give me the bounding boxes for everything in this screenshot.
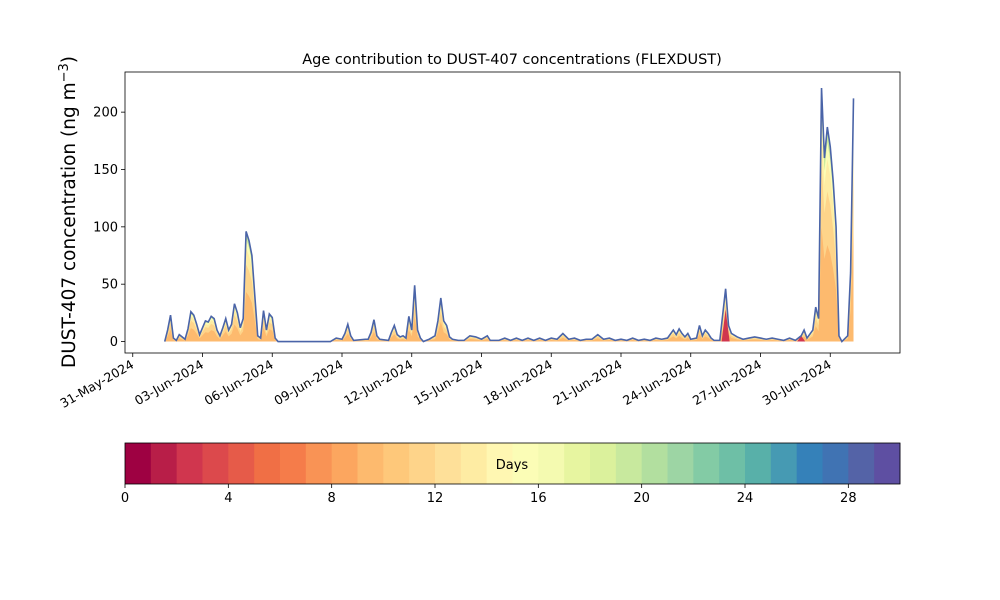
y-axis-label-close: ) [59,56,80,63]
x-tick-label: 03-Jun-2024 [132,357,206,408]
colorbar-bin [202,443,229,484]
colorbar-bin [254,443,281,484]
y-tick-label: 50 [101,278,118,293]
y-axis-label-exponent: −3 [57,63,72,82]
colorbar-bin [848,443,875,484]
colorbar-bin [822,443,849,484]
colorbar-ticks: 0 4 8 12 16 20 24 28 [121,484,857,506]
age-area-level-3 [164,164,854,342]
age-area-level-4 [164,227,854,342]
x-tick-label: 18-Jun-2024 [481,357,555,408]
y-tick-label: 200 [93,106,118,121]
x-tick-label: 09-Jun-2024 [271,357,345,408]
colorbar-bin [512,443,539,484]
colorbar-bin [409,443,436,484]
x-axis: 31-May-202403-Jun-202406-Jun-202409-Jun-… [57,353,834,411]
colorbar-tick-label: 4 [224,491,232,506]
x-tick-label: 12-Jun-2024 [341,357,415,408]
colorbar-tick-label: 12 [427,491,444,506]
age-colorbar [125,443,901,484]
y-axis-label: DUST-407 concentration (ng m−3) [57,56,80,368]
colorbar-bin [796,443,823,484]
colorbar-bin [745,443,772,484]
chart-title: Age contribution to DUST-407 concentrati… [302,52,722,68]
colorbar-bin [564,443,591,484]
colorbar-bin [331,443,358,484]
colorbar-bin [590,443,617,484]
age-area-level-0 [164,88,854,342]
colorbar-frame [124,442,901,485]
plot-area [124,71,901,354]
colorbar-bin [538,443,565,484]
y-axis: 0 50 100 150 200 [93,106,125,350]
colorbar-bin [176,443,203,484]
colorbar-bin [667,443,694,484]
colorbar-bin [228,443,255,484]
x-tick-label: 06-Jun-2024 [202,357,276,408]
age-area-level-2 [164,126,854,342]
colorbar-bin [305,443,333,484]
age-area-level-1 [164,105,854,342]
colorbar-bin [383,443,410,484]
colorbar-bin [693,443,720,484]
colorbar-bin [719,443,746,484]
x-tick-label: 30-Jun-2024 [760,357,834,408]
total-concentration-line [163,88,855,343]
colorbar-tick-label: 8 [328,491,336,506]
colorbar-bin [874,443,901,484]
colorbar-tick-label: 24 [737,491,754,506]
colorbar-bin [641,443,668,484]
fresh-dust-event-0 [721,309,730,342]
x-tick-label: 21-Jun-2024 [550,357,624,408]
plot-frame [124,71,901,354]
colorbar-tick-label: 16 [530,491,547,506]
colorbar-bin [150,443,178,484]
colorbar-bin [615,443,643,484]
y-tick-label: 100 [93,220,118,235]
age-contribution-areas [164,88,854,342]
colorbar-tick-label: 0 [121,491,129,506]
colorbar-bin [460,443,488,484]
fresh-dust-events [721,309,806,342]
colorbar-bin [770,443,798,484]
x-tick-label: 24-Jun-2024 [620,357,694,408]
colorbar-bin [357,443,384,484]
colorbar-bin [125,443,152,484]
y-tick-label: 0 [110,335,118,350]
x-tick-label: 15-Jun-2024 [411,357,485,408]
fresh-dust-event-1 [797,335,806,342]
colorbar-tick-label: 20 [633,491,650,506]
y-tick-label: 150 [93,163,118,178]
colorbar-bin [280,443,307,484]
colorbar-label: Days [496,458,529,473]
colorbar-bin [435,443,462,484]
colorbar-tick-label: 28 [840,491,857,506]
colorbar-bin [486,443,513,484]
x-tick-label: 27-Jun-2024 [690,357,764,408]
